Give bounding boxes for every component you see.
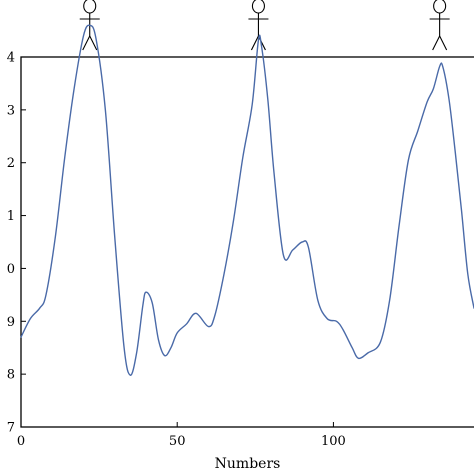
series-line xyxy=(20,24,474,376)
y-tick-label: 7 xyxy=(7,421,15,436)
x-tick-label: 50 xyxy=(169,434,186,449)
plot-frame xyxy=(20,56,474,428)
y-tick-label: 8 xyxy=(7,368,15,383)
stick-figures xyxy=(79,0,450,51)
x-tick-label: 100 xyxy=(321,434,346,449)
y-tick-label: 0 xyxy=(7,262,15,277)
stick-figure-icon xyxy=(429,0,450,51)
x-tick-label: 0 xyxy=(17,434,25,449)
y-tick-label: 1 xyxy=(7,209,15,224)
y-axis: 7 8 9 0 1 2 3 4 xyxy=(7,51,26,436)
x-axis-title: Numbers xyxy=(215,456,281,472)
y-tick-label: 4 xyxy=(7,51,15,66)
stick-figure-icon xyxy=(79,0,100,51)
x-axis: 0 50 100 xyxy=(17,422,346,449)
y-tick-label: 3 xyxy=(7,103,15,118)
y-tick-label: 2 xyxy=(7,156,15,171)
y-tick-label: 9 xyxy=(7,315,15,330)
stick-figure-icon xyxy=(248,0,269,51)
